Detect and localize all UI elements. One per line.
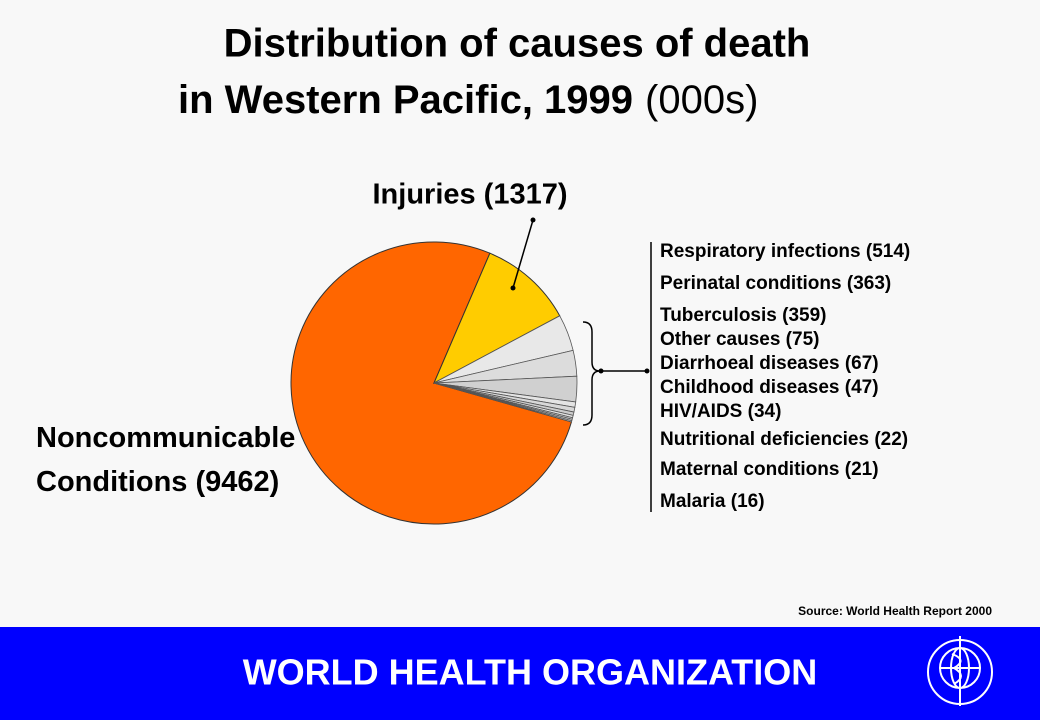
pie-label: Other causes (75) [660,329,819,350]
pie-label: Injuries (1317) [372,179,567,211]
chart-title: Distribution of causes of death [224,22,811,66]
leader-line [512,219,534,289]
who-logo [927,636,993,706]
pie-slice [433,382,573,423]
pie-label: Diarrhoeal diseases (67) [660,353,879,374]
pie-slice [290,241,573,525]
leader-dot [530,217,536,223]
footer-band [0,627,1040,720]
pie-slice [432,252,561,385]
pie-label: Tuberculosis (359) [660,305,826,326]
chart-title: in Western Pacific, 1999 (000s) [178,78,758,122]
leader-dot [598,368,604,374]
source: Source: World Health Report 2000 [798,604,992,618]
pie-label: HIV/AIDS (34) [660,401,781,422]
footer-text: WORLD HEALTH ORGANIZATION [243,652,818,693]
chart-title-line: in Western Pacific, 1999 [178,78,633,122]
unit: (000s) [645,78,758,122]
pie-label: Respiratory infections (514) [660,241,910,262]
pie-label: Childhood diseases (47) [660,377,879,398]
pie-label: Nutritional deficiencies (22) [660,429,908,450]
pie-label: Noncommunicable Conditions (9462) [36,422,296,498]
leader-dot [510,285,516,291]
pie-label: Maternal conditions (21) [660,459,879,480]
pie-label: Perinatal conditions (363) [660,273,891,294]
leader-dot [644,368,650,374]
pie-label: Malaria (16) [660,491,765,512]
pie [290,241,578,525]
